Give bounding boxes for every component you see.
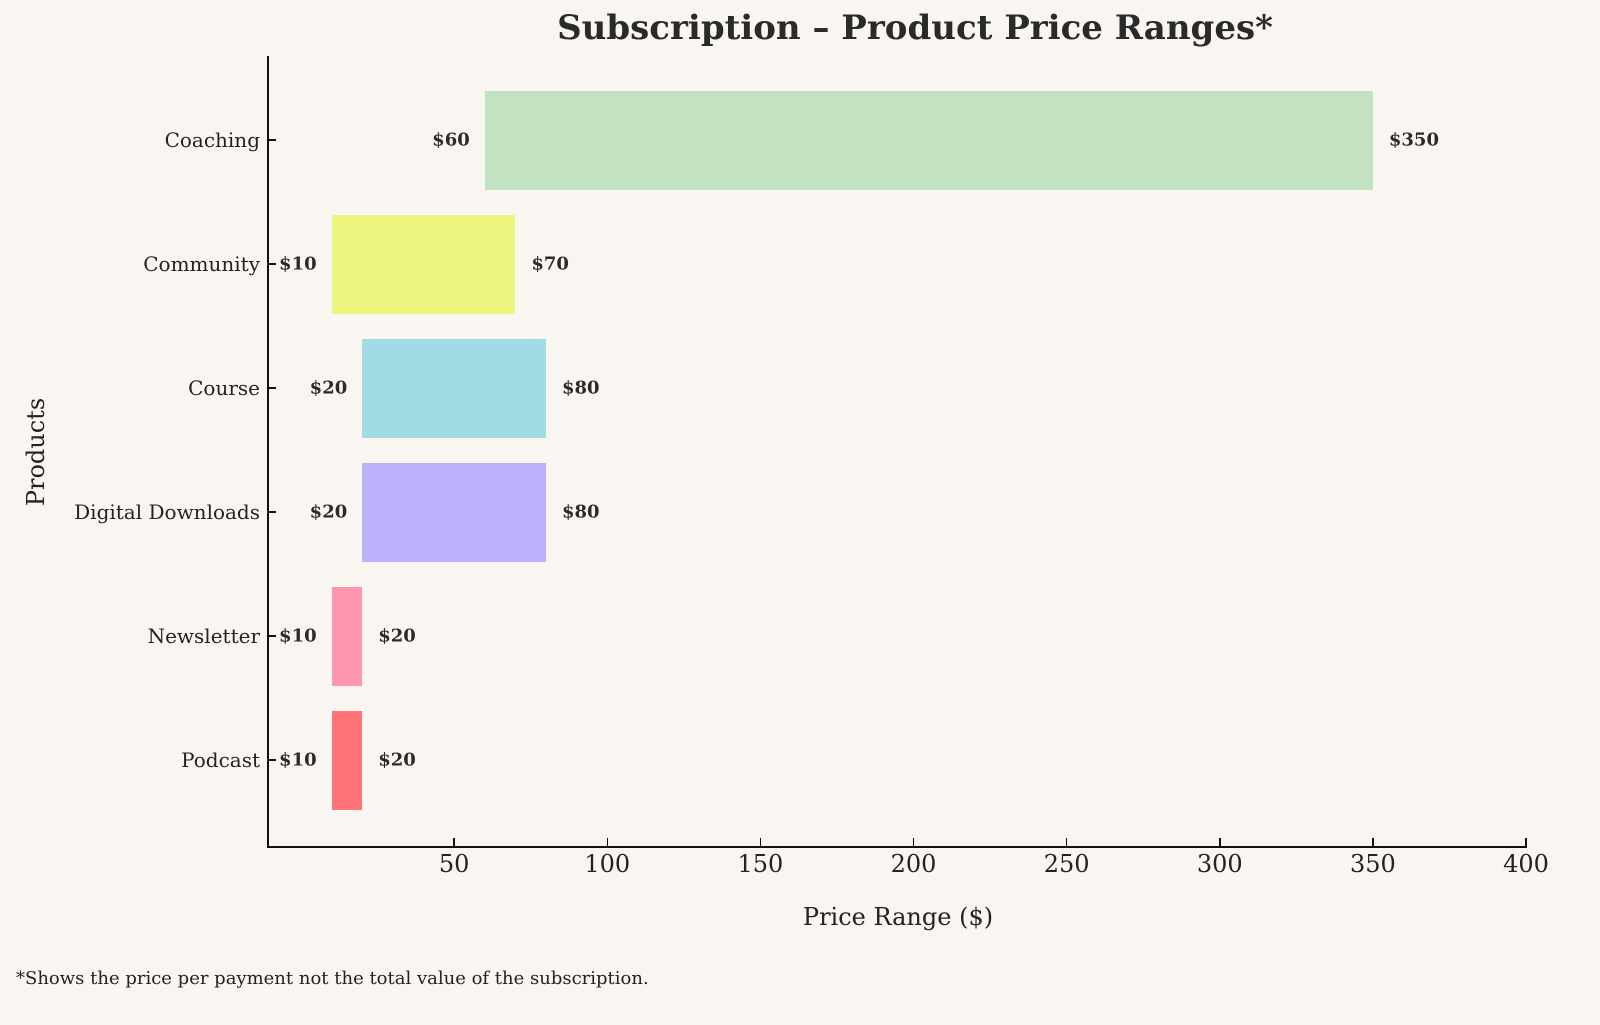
min-price-label: $10 (279, 749, 317, 771)
x-tick-label: 150 (737, 850, 784, 878)
y-axis-label: Products (22, 397, 50, 507)
y-tick (269, 263, 276, 265)
max-price-label: $20 (378, 625, 416, 647)
y-tick (269, 387, 276, 389)
max-price-label: $80 (562, 501, 600, 523)
x-axis-label: Price Range ($) (802, 903, 994, 931)
category-label: Coaching (164, 128, 260, 152)
range-bar (362, 338, 546, 438)
max-price-label: $20 (378, 749, 416, 771)
x-axis-line (267, 846, 1527, 848)
x-tick (1219, 838, 1221, 846)
range-bar (331, 710, 363, 810)
x-tick-label: 400 (1503, 850, 1549, 878)
category-label: Community (143, 252, 260, 276)
max-price-label: $70 (531, 253, 569, 275)
y-tick (269, 511, 276, 513)
min-price-label: $20 (309, 501, 348, 523)
x-tick-label: 50 (438, 850, 470, 878)
min-price-label: $20 (309, 377, 348, 399)
chart-title: Subscription – Product Price Ranges* (557, 8, 1273, 48)
range-bar (331, 214, 516, 314)
x-tick-label: 300 (1196, 850, 1243, 878)
min-price-label: $10 (279, 253, 317, 275)
y-tick (269, 635, 276, 637)
x-tick (759, 838, 762, 846)
x-tick (606, 838, 608, 846)
x-tick-label: 200 (890, 850, 937, 878)
x-tick (1372, 838, 1374, 846)
y-tick (269, 759, 276, 761)
category-label: Digital Downloads (74, 500, 260, 524)
x-tick-label: 250 (1043, 850, 1090, 878)
max-price-label: $80 (562, 377, 600, 399)
x-tick (453, 838, 455, 846)
footnote: *Shows the price per payment not the tot… (16, 968, 649, 989)
y-axis-line (267, 56, 269, 848)
min-price-label: $60 (432, 129, 470, 151)
min-price-label: $10 (279, 625, 317, 647)
x-tick-label: 350 (1349, 850, 1396, 878)
category-label: Course (188, 376, 260, 400)
y-tick (269, 139, 276, 141)
category-label: Newsletter (147, 624, 260, 648)
category-label: Podcast (181, 748, 260, 772)
range-bar (362, 462, 546, 562)
x-tick (1525, 838, 1527, 846)
x-tick-label: 100 (584, 850, 631, 878)
range-bar (484, 90, 1373, 190)
max-price-label: $350 (1388, 129, 1439, 151)
range-bar (331, 586, 363, 686)
x-tick (1065, 838, 1068, 846)
x-tick (912, 838, 915, 846)
